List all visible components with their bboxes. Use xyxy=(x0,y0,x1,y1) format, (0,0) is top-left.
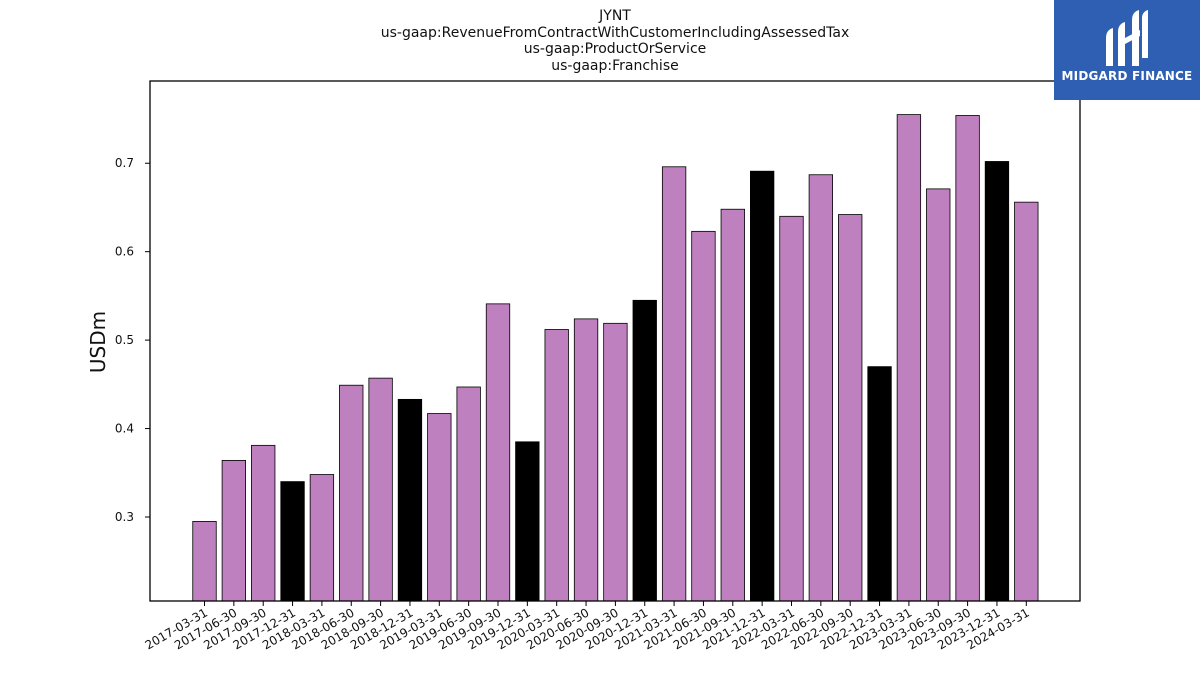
bar-2020-06-30 xyxy=(573,318,599,602)
bar-2023-03-31 xyxy=(896,114,922,602)
bar-2018-06-30 xyxy=(339,384,364,602)
bar-2024-03-31 xyxy=(1014,201,1039,602)
y-tick-label: 0.5 xyxy=(115,333,134,347)
plot-frame xyxy=(149,80,1081,602)
bar-2023-09-30 xyxy=(955,115,980,602)
logo-text: MIDGARD FINANCE xyxy=(1061,69,1193,83)
bar-2021-03-31 xyxy=(661,166,687,602)
bar-2019-09-30 xyxy=(485,303,511,602)
bar-2023-12-31 xyxy=(984,161,1010,602)
bar-2019-06-30 xyxy=(456,386,481,602)
chart-title: JYNT us-gaap:RevenueFromContractWithCust… xyxy=(381,8,850,74)
y-tick-label: 0.6 xyxy=(115,245,134,259)
bar-2021-12-31 xyxy=(750,170,775,602)
bar-2017-06-30 xyxy=(221,459,247,602)
bar-2017-03-31 xyxy=(192,521,217,602)
y-tick-label: 0.7 xyxy=(115,156,134,170)
bar-2020-09-30 xyxy=(603,322,628,602)
midgard-finance-logo: MIDGARD FINANCE xyxy=(1054,0,1200,100)
bar-2018-09-30 xyxy=(368,377,393,602)
x-axis: 2017-03-312017-06-302017-09-302017-12-31… xyxy=(143,601,1032,652)
bar-2022-03-31 xyxy=(779,215,804,602)
bar-2017-09-30 xyxy=(251,444,276,602)
bars-group xyxy=(192,114,1039,602)
title-line-3: us-gaap:ProductOrService xyxy=(524,41,707,57)
y-tick-label: 0.4 xyxy=(115,422,134,436)
y-tick-label: 0.3 xyxy=(115,510,134,524)
title-line-4: us-gaap:Franchise xyxy=(551,58,678,74)
bar-2022-06-30 xyxy=(808,174,833,602)
bar-2022-09-30 xyxy=(838,214,863,602)
bar-2020-03-31 xyxy=(544,329,569,602)
y-axis: 0.3 0.4 0.5 0.6 0.7 xyxy=(115,156,150,524)
bar-2019-12-31 xyxy=(515,441,540,602)
bar-2018-12-31 xyxy=(397,398,423,602)
logo-mark-icon xyxy=(1106,10,1148,66)
bar-2018-03-31 xyxy=(309,474,335,602)
y-axis-label: USDm xyxy=(86,311,110,373)
bar-2022-12-31 xyxy=(867,366,892,602)
bar-2019-03-31 xyxy=(427,413,452,602)
bar-2023-06-30 xyxy=(926,188,951,602)
title-line-1: JYNT xyxy=(598,8,631,24)
bar-2020-12-31 xyxy=(632,299,657,602)
bar-2017-12-31 xyxy=(280,481,305,602)
title-line-2: us-gaap:RevenueFromContractWithCustomerI… xyxy=(381,25,850,41)
bar-2021-09-30 xyxy=(720,208,745,602)
bar-2021-06-30 xyxy=(691,230,716,602)
